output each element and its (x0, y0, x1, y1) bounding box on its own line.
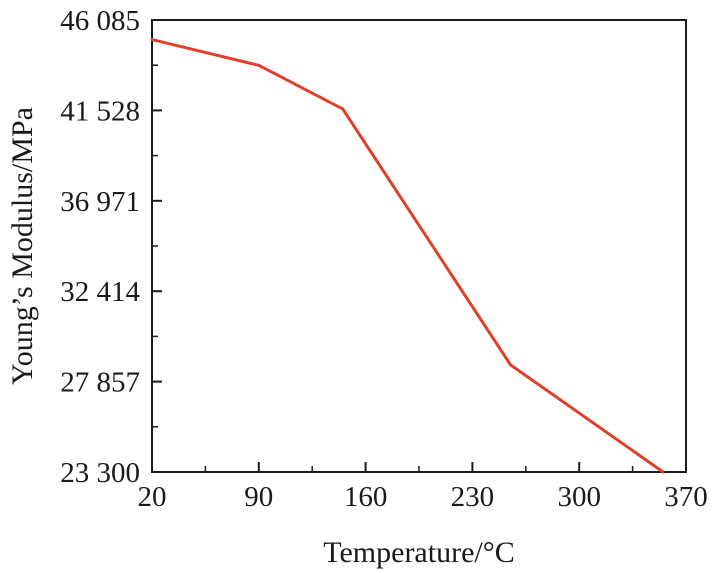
x-tick-label: 300 (557, 481, 601, 513)
data-point (257, 63, 261, 67)
y-axis: 23 300 27 857 32 414 36 971 41 528 46 085 (60, 5, 162, 489)
y-tick-label: 27 857 (60, 367, 140, 399)
y-tick-label: 41 528 (60, 95, 140, 127)
x-tick-label: 230 (451, 481, 495, 513)
series-layer (150, 38, 665, 474)
series-line (151, 38, 664, 474)
x-tick-label: 370 (664, 481, 708, 513)
x-tick-label: 20 (138, 481, 167, 513)
data-point (150, 38, 154, 42)
y-tick-label: 32 414 (60, 276, 140, 308)
y-tick-label: 46 085 (60, 5, 140, 37)
data-point (661, 470, 665, 474)
data-point (341, 107, 345, 111)
plot-area-frame (151, 19, 687, 473)
data-point (509, 363, 513, 367)
x-tick-label: 160 (344, 481, 388, 513)
x-axis: 20 90 160 230 300 370 (138, 462, 708, 513)
x-tick-label: 90 (244, 481, 273, 513)
y-axis-label: Young’s Modulus/MPa (6, 107, 39, 385)
y-tick-label: 23 300 (60, 457, 140, 489)
x-axis-label: Temperature/°C (323, 536, 514, 569)
y-tick-label: 36 971 (60, 186, 140, 218)
